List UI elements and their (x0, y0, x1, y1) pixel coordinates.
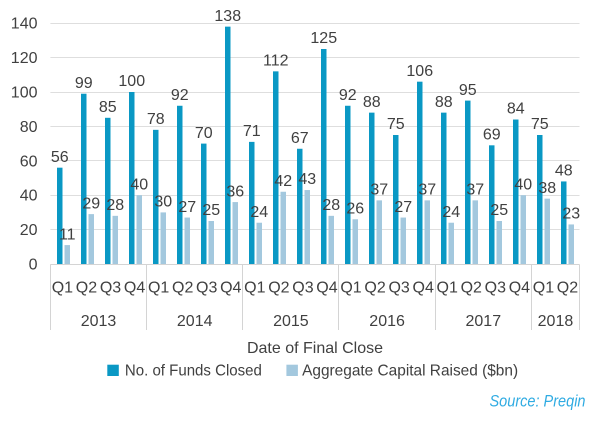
svg-text:106: 106 (406, 63, 433, 80)
svg-text:0: 0 (29, 257, 38, 274)
svg-text:112: 112 (263, 53, 289, 70)
svg-text:Q4: Q4 (124, 279, 145, 296)
svg-text:95: 95 (459, 82, 477, 99)
svg-text:80: 80 (20, 119, 38, 136)
svg-text:Q3: Q3 (388, 279, 409, 296)
svg-text:Q4: Q4 (316, 279, 337, 296)
svg-text:92: 92 (171, 87, 189, 104)
svg-text:140: 140 (11, 16, 38, 33)
svg-text:Q3: Q3 (100, 279, 121, 296)
svg-text:78: 78 (147, 111, 165, 128)
svg-text:27: 27 (394, 199, 412, 216)
svg-text:2018: 2018 (538, 313, 574, 330)
svg-text:Q2: Q2 (557, 279, 578, 296)
svg-text:40: 40 (130, 176, 148, 193)
svg-text:Q2: Q2 (268, 279, 289, 296)
svg-text:Date of Final Close: Date of Final Close (247, 340, 383, 357)
svg-text:88: 88 (435, 94, 453, 111)
svg-text:Q1: Q1 (148, 279, 169, 296)
svg-text:Q4: Q4 (509, 279, 530, 296)
svg-text:Q4: Q4 (220, 279, 241, 296)
svg-text:26: 26 (346, 200, 364, 217)
svg-text:28: 28 (322, 197, 340, 214)
svg-text:36: 36 (226, 183, 244, 200)
svg-text:138: 138 (214, 8, 241, 25)
svg-text:85: 85 (99, 99, 117, 116)
svg-text:92: 92 (339, 87, 357, 104)
svg-text:42: 42 (274, 173, 292, 190)
svg-text:24: 24 (442, 204, 460, 221)
svg-text:Q4: Q4 (413, 279, 434, 296)
svg-text:100: 100 (118, 73, 145, 90)
svg-text:2016: 2016 (369, 313, 405, 330)
svg-text:75: 75 (531, 116, 549, 133)
svg-text:40: 40 (514, 176, 532, 193)
svg-text:Q1: Q1 (52, 279, 73, 296)
svg-text:120: 120 (11, 50, 38, 67)
svg-text:11: 11 (59, 226, 76, 243)
svg-text:43: 43 (298, 171, 316, 188)
svg-text:Q1: Q1 (244, 279, 265, 296)
svg-text:37: 37 (466, 182, 484, 199)
svg-text:20: 20 (20, 222, 38, 239)
svg-text:56: 56 (51, 149, 69, 166)
svg-text:84: 84 (507, 101, 525, 118)
svg-text:Q1: Q1 (437, 279, 458, 296)
svg-text:2013: 2013 (81, 313, 117, 330)
svg-text:Q2: Q2 (172, 279, 193, 296)
svg-text:No. of Funds Closed: No. of Funds Closed (125, 363, 262, 380)
svg-text:Q1: Q1 (533, 279, 554, 296)
svg-text:38: 38 (538, 180, 556, 197)
svg-text:Source: Preqin: Source: Preqin (490, 393, 586, 411)
svg-text:48: 48 (555, 163, 573, 180)
svg-text:67: 67 (291, 130, 309, 147)
svg-text:71: 71 (243, 123, 261, 140)
svg-text:75: 75 (387, 116, 405, 133)
svg-text:2014: 2014 (177, 313, 213, 330)
svg-text:40: 40 (20, 188, 38, 205)
svg-text:Q3: Q3 (485, 279, 506, 296)
svg-text:29: 29 (82, 195, 100, 212)
svg-text:25: 25 (202, 202, 220, 219)
svg-text:27: 27 (178, 199, 196, 216)
svg-text:88: 88 (363, 94, 381, 111)
svg-text:2015: 2015 (273, 313, 309, 330)
svg-text:69: 69 (483, 127, 501, 144)
svg-text:Q2: Q2 (76, 279, 97, 296)
svg-text:100: 100 (11, 85, 38, 102)
svg-text:37: 37 (370, 182, 388, 199)
svg-text:2017: 2017 (466, 313, 502, 330)
svg-text:Q3: Q3 (196, 279, 217, 296)
svg-text:125: 125 (310, 30, 337, 47)
svg-text:Q3: Q3 (292, 279, 313, 296)
svg-text:Aggregate Capital Raised ($bn): Aggregate Capital Raised ($bn) (302, 363, 518, 380)
svg-text:23: 23 (562, 206, 580, 223)
svg-text:Q1: Q1 (340, 279, 361, 296)
svg-text:Q2: Q2 (461, 279, 482, 296)
svg-text:70: 70 (195, 125, 213, 142)
svg-text:30: 30 (154, 194, 172, 211)
svg-text:28: 28 (106, 197, 124, 214)
svg-text:60: 60 (20, 153, 38, 170)
svg-text:24: 24 (250, 204, 268, 221)
svg-text:Q2: Q2 (364, 279, 385, 296)
svg-text:37: 37 (418, 182, 436, 199)
svg-text:99: 99 (75, 75, 93, 92)
svg-text:25: 25 (490, 202, 508, 219)
